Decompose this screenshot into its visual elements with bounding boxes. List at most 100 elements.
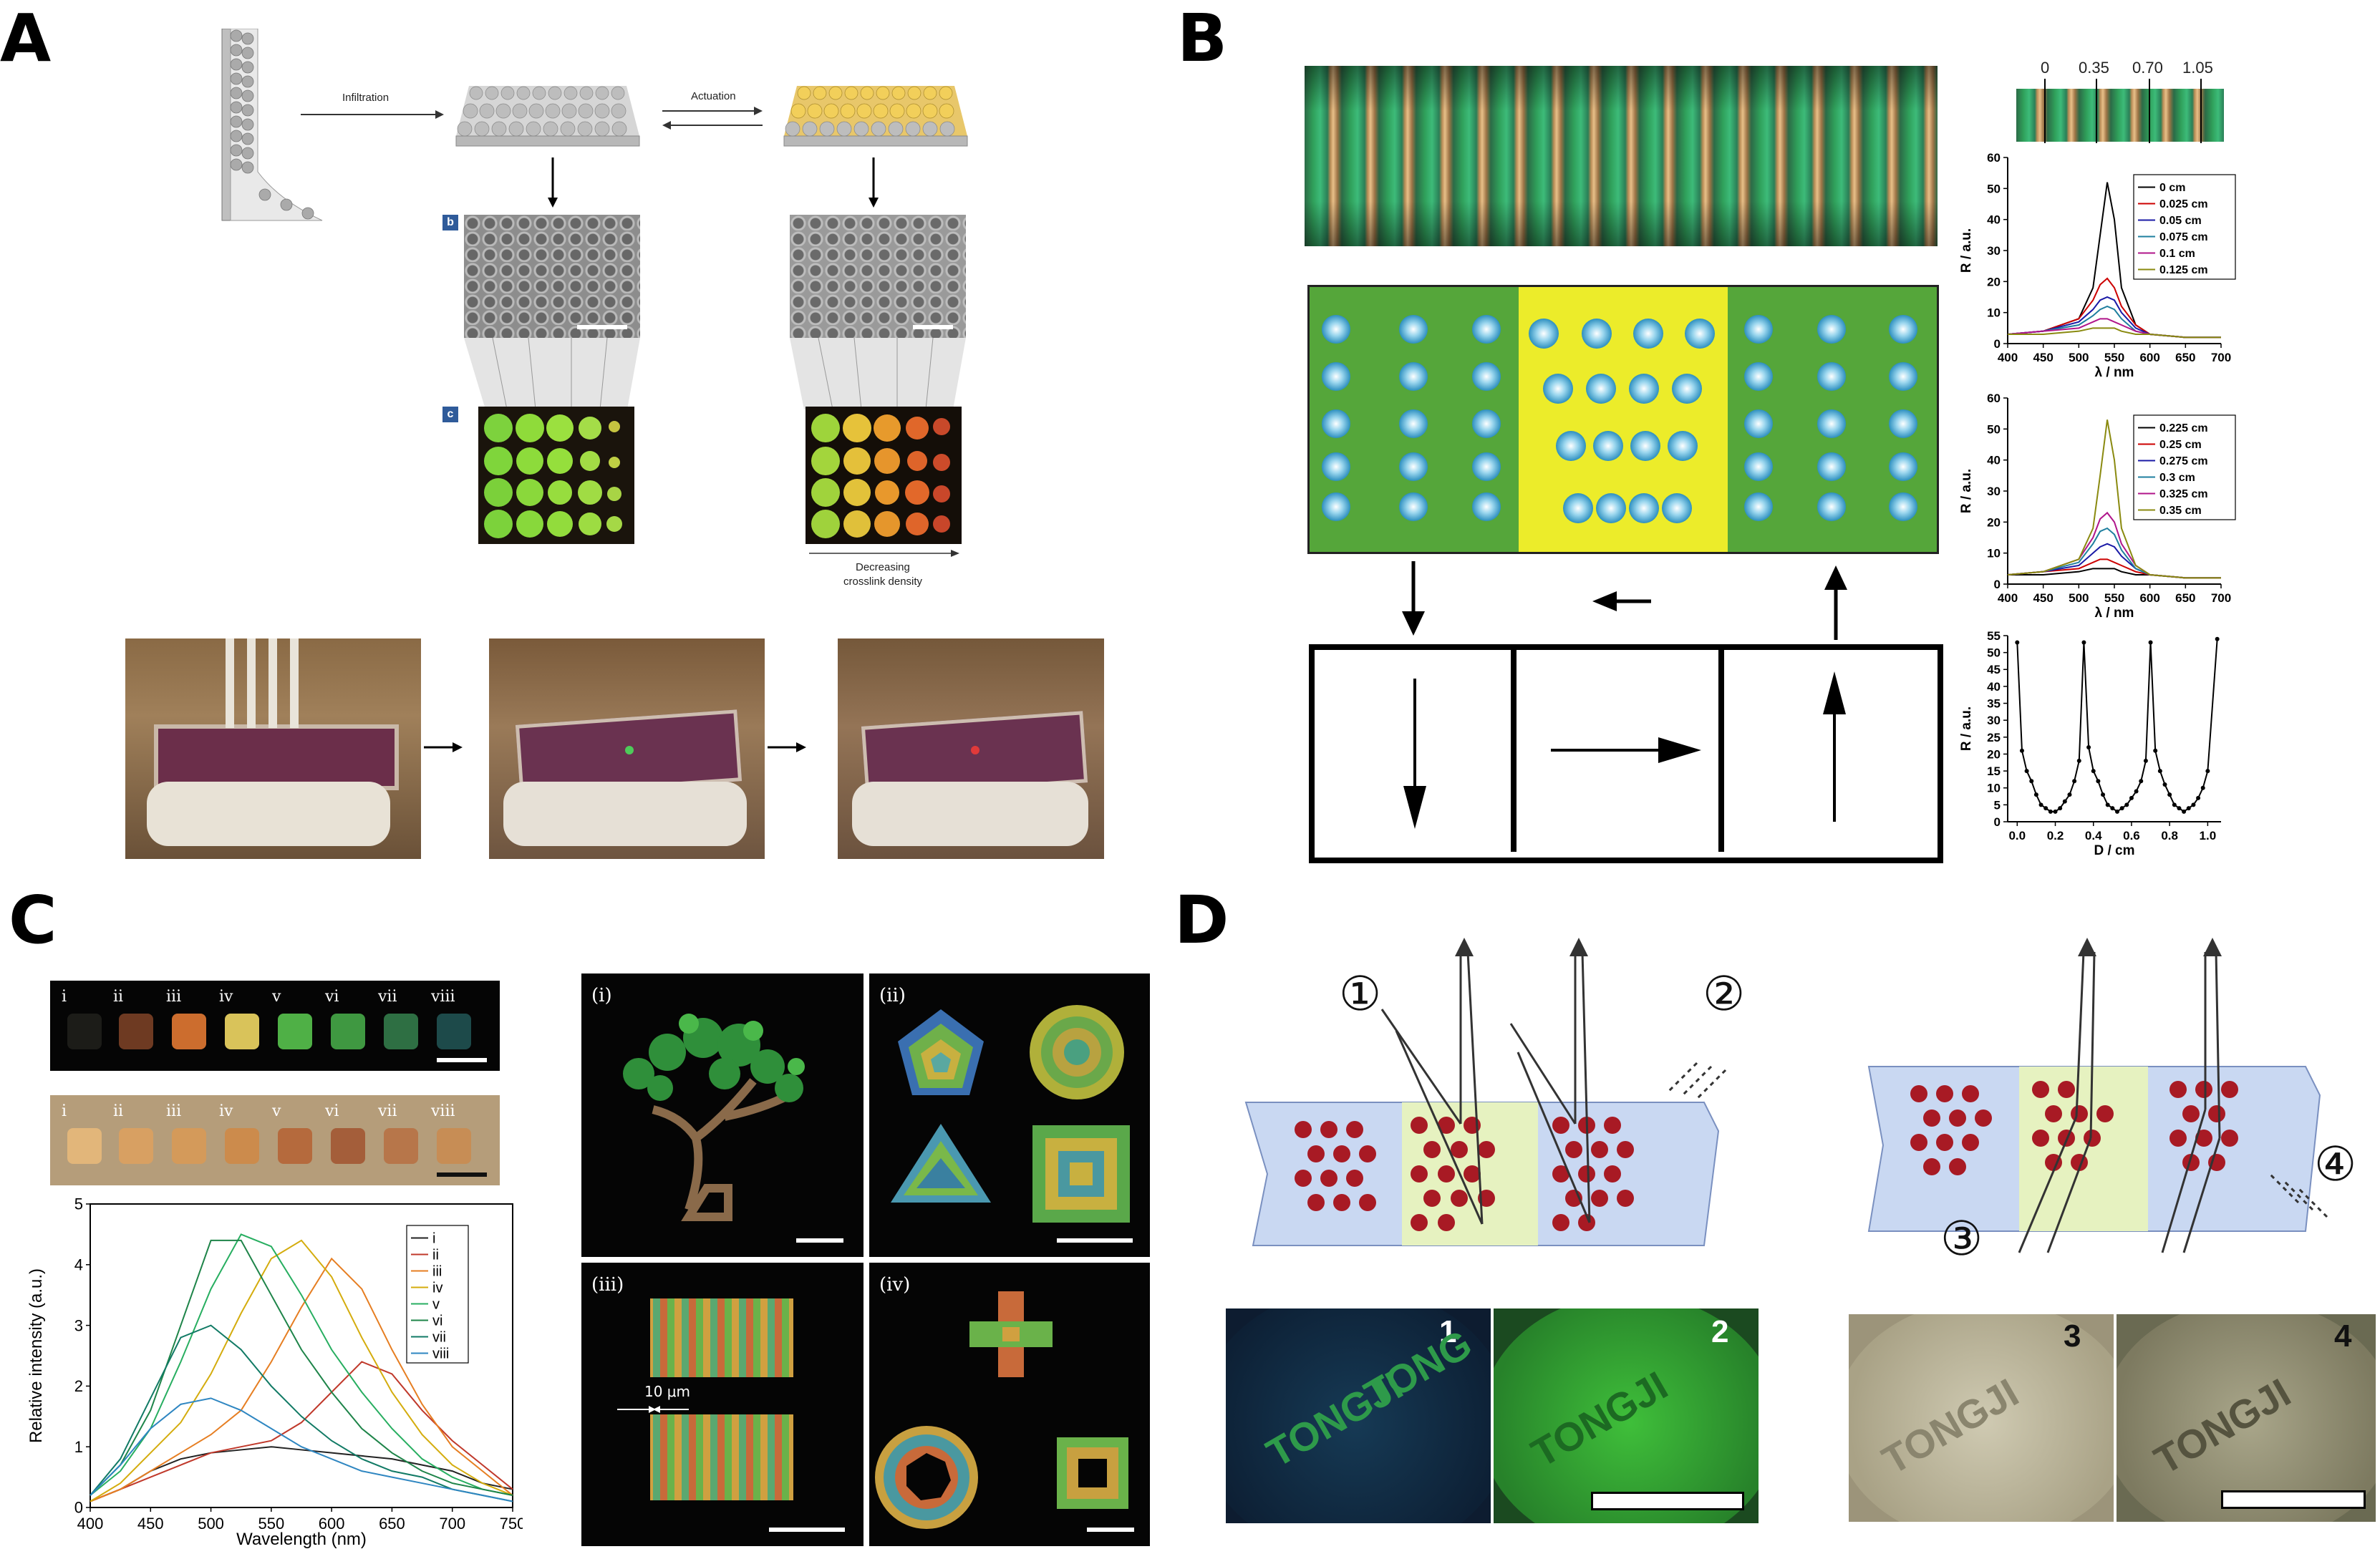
series-line-3 xyxy=(90,1239,513,1502)
stripes-pattern xyxy=(617,1298,845,1532)
data-point xyxy=(2029,779,2034,784)
down-arrow-left xyxy=(548,157,558,208)
y-axis-label: R / a.u. xyxy=(1959,228,1974,273)
series-line-0 xyxy=(90,1446,513,1502)
legend-label: 0.275 cm xyxy=(2159,455,2208,467)
device-photo-2 xyxy=(489,638,765,859)
ten-um-label: 10 μm xyxy=(644,1383,691,1400)
data-point xyxy=(2081,640,2086,645)
x-tick-label: 450 xyxy=(2033,591,2053,605)
panel-c-letter: C xyxy=(9,882,57,958)
x-tick-label: 500 xyxy=(2069,591,2089,605)
data-point xyxy=(2105,802,2110,807)
series-line-5 xyxy=(2008,327,2221,339)
data-point xyxy=(2177,806,2182,811)
x-tick-label: 650 xyxy=(2175,351,2195,364)
shapes-pattern xyxy=(891,1005,1133,1243)
square-label-ii-dark: ii xyxy=(113,988,124,1006)
data-point xyxy=(2167,792,2172,797)
data-point xyxy=(2186,806,2191,811)
legend-box xyxy=(406,1225,469,1364)
y-tick-label: 0 xyxy=(1994,815,2001,829)
y-tick-label: 30 xyxy=(1987,714,2001,727)
legend-label: 0.225 cm xyxy=(2159,422,2208,434)
legend-label: v xyxy=(432,1297,440,1313)
down-arrow-right xyxy=(869,157,879,208)
bead-layer-gold xyxy=(783,86,968,147)
y-tick-label: 1 xyxy=(74,1438,83,1456)
y-tick-label: 20 xyxy=(1987,747,2001,761)
box-divider-1 xyxy=(1511,649,1516,852)
square-label-i-light: i xyxy=(62,1102,67,1120)
data-point xyxy=(2072,779,2077,784)
series-line-2 xyxy=(90,1257,513,1502)
square-label-iv-dark: iv xyxy=(219,988,233,1006)
x-tick-label: 0.2 xyxy=(2047,829,2064,843)
sub-label-iv: (iv) xyxy=(879,1274,911,1296)
y-tick-label: 4 xyxy=(74,1256,83,1274)
x-tick-label: 650 xyxy=(379,1515,405,1533)
x-tick-label: 400 xyxy=(1998,351,2018,364)
y-tick-label: 60 xyxy=(1987,152,2001,165)
y-tick-label: 5 xyxy=(74,1195,83,1213)
sem-image-left xyxy=(464,215,640,338)
emission-spectra-chart: 400 450 500 550 600 650 700 750 0 1 2 3 4 5 Wavelength… xyxy=(26,1195,523,1549)
data-point xyxy=(2038,802,2043,807)
actuation-label: Actuation xyxy=(691,90,736,102)
y-tick-label: 3 xyxy=(74,1316,83,1334)
y-tick-label: 50 xyxy=(1987,422,2001,436)
tick-105: 1.05 xyxy=(2182,59,2213,77)
legend-label: 0.325 cm xyxy=(2159,488,2208,500)
series-line-4 xyxy=(90,1233,513,1497)
marker-4: ④ xyxy=(2314,1137,2357,1192)
marker-2: ② xyxy=(1703,966,1746,1021)
panel-a-letter: A xyxy=(0,0,52,77)
x-tick-label: 400 xyxy=(1998,591,2018,605)
patterns-iv xyxy=(875,1291,1134,1532)
reflectance-chart-1: 400 450 500 550 600 650 700 0 10 20 30 40 50 60 λ / nm… xyxy=(1959,152,2236,380)
data-point xyxy=(2019,748,2024,753)
tag-b: b xyxy=(442,215,458,230)
square-label-vi-light: vi xyxy=(325,1102,339,1120)
data-point xyxy=(2053,809,2058,814)
series-line-2 xyxy=(2007,543,2221,579)
device-photo-3 xyxy=(838,638,1104,859)
x-axis-label: λ / nm xyxy=(2095,606,2134,621)
x-tick-label: 550 xyxy=(258,1515,284,1533)
y-tick-label: 10 xyxy=(1987,782,2001,795)
tree-pattern xyxy=(623,1014,843,1243)
x-tick-label: 700 xyxy=(2211,351,2231,364)
series-line-7 xyxy=(90,1397,513,1502)
data-point xyxy=(2033,792,2038,797)
data-point xyxy=(2114,809,2119,814)
y-tick-label: 20 xyxy=(1987,515,2001,529)
photo-num-1: 1 xyxy=(1439,1314,1457,1349)
y-tick-label: 55 xyxy=(1987,630,2001,643)
x-tick-label: 750 xyxy=(500,1515,523,1533)
x-tick-label: 600 xyxy=(2139,591,2159,605)
data-point xyxy=(2058,806,2063,811)
tongji-photo-3 xyxy=(1849,1314,2114,1522)
photo-arrow-2 xyxy=(768,742,806,752)
y-tick-label: 5 xyxy=(1994,798,2001,812)
tick-0: 0 xyxy=(2041,59,2050,77)
tongji-photo-1 xyxy=(1226,1308,1491,1523)
series-line-3 xyxy=(2007,527,2221,579)
y-tick-label: 20 xyxy=(1987,275,2001,288)
data-point xyxy=(2076,758,2081,763)
square-label-iv-light: iv xyxy=(219,1102,233,1120)
legend-label: 0.35 cm xyxy=(2159,505,2202,517)
data-point xyxy=(2200,785,2205,790)
data-point xyxy=(2015,640,2020,645)
zoom-lines-left xyxy=(464,338,640,409)
data-point xyxy=(2062,799,2067,804)
legend-label: 0.25 cm xyxy=(2159,439,2202,451)
device-photo-1 xyxy=(125,638,421,859)
striped-fiber-thumbnail xyxy=(2016,89,2224,142)
x-tick-label: 550 xyxy=(2104,591,2124,605)
y-tick-label: 0 xyxy=(1994,578,2001,591)
thumbnail-tick-lines xyxy=(2044,79,2202,143)
panel-d-letter: D xyxy=(1174,882,1229,958)
data-point xyxy=(2148,640,2153,645)
photo-num-2: 2 xyxy=(1711,1314,1729,1349)
